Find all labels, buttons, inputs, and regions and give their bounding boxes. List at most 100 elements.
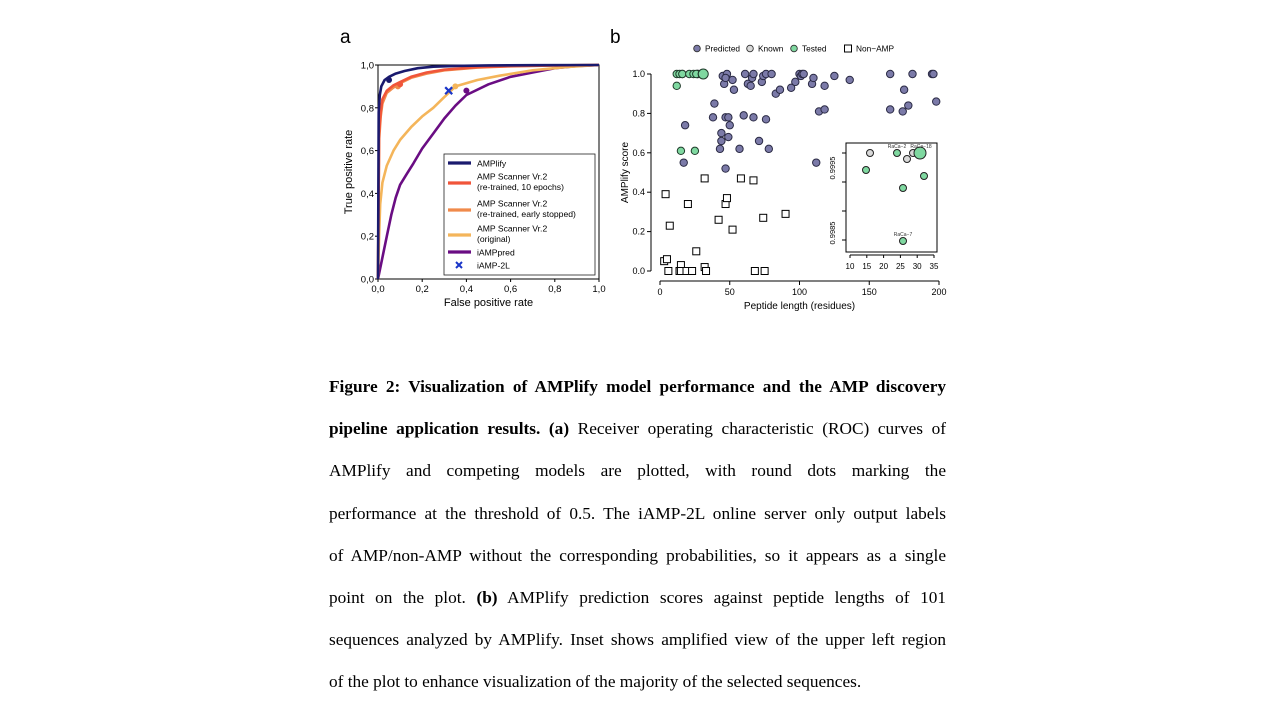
- legend-label: Non−AMP: [856, 44, 895, 54]
- x-tick-label: 0,0: [371, 284, 384, 295]
- predicted-point: [845, 75, 854, 85]
- non-amp-point: [760, 267, 769, 275]
- predicted-point: [932, 97, 941, 106]
- x-axis-label: Peptide length (residues): [744, 301, 855, 312]
- y-tick-label: 0,0: [361, 275, 374, 286]
- inset-point: [913, 146, 927, 160]
- predicted-point: [749, 113, 758, 122]
- predicted-point: [680, 121, 690, 130]
- x-tick-label: 0: [657, 287, 662, 297]
- predicted-point: [739, 111, 748, 120]
- legend-circle-icon: [790, 44, 798, 53]
- figure-caption: Figure 2: Visualization of AMPlify model…: [329, 366, 946, 704]
- non-amp-point: [692, 247, 701, 256]
- x-tick-label: 0,4: [460, 284, 473, 295]
- y-tick-label: 0,2: [361, 232, 374, 243]
- predicted-point: [764, 144, 774, 154]
- predicted-point: [812, 158, 821, 167]
- caption-line: pipeline application results. (a) Receiv…: [329, 419, 946, 439]
- x-tick-label: 100: [792, 287, 807, 297]
- x-tick-label: 1,0: [592, 284, 605, 295]
- y-tick-label: 0,4: [361, 189, 374, 200]
- predicted-point: [728, 75, 737, 85]
- non-amp-point: [722, 194, 731, 203]
- roc-curve: [376, 63, 600, 280]
- inset-x-tick-label: 20: [879, 262, 888, 271]
- non-amp-point: [750, 267, 759, 275]
- tested-point: [678, 69, 687, 79]
- predicted-point: [717, 128, 726, 138]
- predicted-point: [898, 107, 907, 116]
- inset-y-tick-label: 0.9995: [828, 157, 837, 180]
- inset-frame: [845, 142, 938, 253]
- caption-line: performance at the threshold of 0.5. The…: [329, 503, 946, 523]
- inset-x-tick-label: 10: [846, 262, 855, 271]
- y-axis-label: AMPlify score: [620, 142, 631, 204]
- inset-x-tick-label: 30: [913, 262, 922, 271]
- legend-square-icon: [844, 44, 852, 53]
- predicted-point: [710, 99, 719, 108]
- inset-point: [920, 172, 928, 180]
- x-tick-label: 150: [862, 287, 877, 297]
- predicted-point: [761, 115, 771, 124]
- inset-x-tick-label: 25: [896, 262, 905, 271]
- predicted-point: [724, 113, 733, 122]
- predicted-point: [820, 81, 829, 91]
- predicted-point: [717, 136, 726, 146]
- predicted-point: [746, 81, 755, 91]
- non-amp-point: [759, 213, 768, 222]
- predicted-point: [885, 69, 895, 79]
- inset-point: [903, 155, 911, 163]
- legend-circle-icon: [746, 44, 754, 53]
- predicted-point: [725, 121, 734, 130]
- caption-line: of AMP/non-AMP without the corresponding…: [329, 545, 946, 565]
- inset-x-tick-label: 35: [930, 262, 939, 271]
- x-tick-label: 200: [931, 287, 946, 297]
- predicted-point: [721, 164, 730, 173]
- non-amp-point: [781, 209, 790, 218]
- x-tick-label: 50: [725, 287, 735, 297]
- y-tick-label: 1,0: [361, 61, 374, 72]
- predicted-point: [749, 69, 758, 79]
- predicted-point: [775, 85, 785, 94]
- x-tick-label: 0,6: [504, 284, 517, 295]
- y-axis-label: True positive rate: [343, 130, 355, 215]
- inset-y-tick-label: 0.9985: [828, 222, 837, 245]
- legend-label: iAMPpred: [477, 248, 515, 258]
- legend-label: Predicted: [705, 44, 740, 54]
- threshold-dot: [397, 81, 404, 88]
- predicted-point: [724, 132, 733, 142]
- caption-line: AMPlify and competing models are plotted…: [329, 461, 946, 481]
- predicted-point: [754, 136, 764, 146]
- non-amp-point: [665, 221, 674, 230]
- predicted-point: [908, 69, 917, 79]
- non-amp-point: [728, 225, 737, 234]
- y-tick-label: 0.4: [632, 187, 645, 197]
- non-amp-point: [749, 176, 758, 185]
- non-amp-point: [714, 215, 723, 224]
- y-tick-label: 0,8: [361, 103, 374, 114]
- predicted-point: [729, 85, 739, 94]
- legend-label: iAMP-2L: [477, 261, 510, 271]
- caption-line: Figure 2: Visualization of AMPlify model…: [329, 377, 946, 396]
- tested-point: [690, 146, 700, 156]
- legend-label: AMP Scanner Vr.2: [477, 224, 547, 234]
- y-tick-label: 0.0: [632, 266, 645, 276]
- non-amp-point: [688, 267, 697, 275]
- predicted-point: [885, 105, 895, 114]
- non-amp-point: [700, 174, 709, 183]
- inset-point: [893, 149, 901, 157]
- non-amp-point: [736, 174, 745, 183]
- non-amp-point: [661, 190, 670, 199]
- predicted-point: [899, 85, 909, 94]
- caption-line: point on the plot. (b) AMPlify predictio…: [329, 587, 946, 607]
- panel-b-label: b: [610, 27, 621, 48]
- tested-point: [676, 146, 686, 156]
- y-tick-label: 1.0: [632, 69, 645, 79]
- non-amp-point: [662, 255, 671, 264]
- legend-label: Tested: [802, 44, 827, 54]
- tested-point: [672, 81, 681, 91]
- non-amp-point: [664, 267, 673, 275]
- legend-label: AMP Scanner Vr.2: [477, 199, 547, 209]
- x-tick-label: 0,2: [416, 284, 429, 295]
